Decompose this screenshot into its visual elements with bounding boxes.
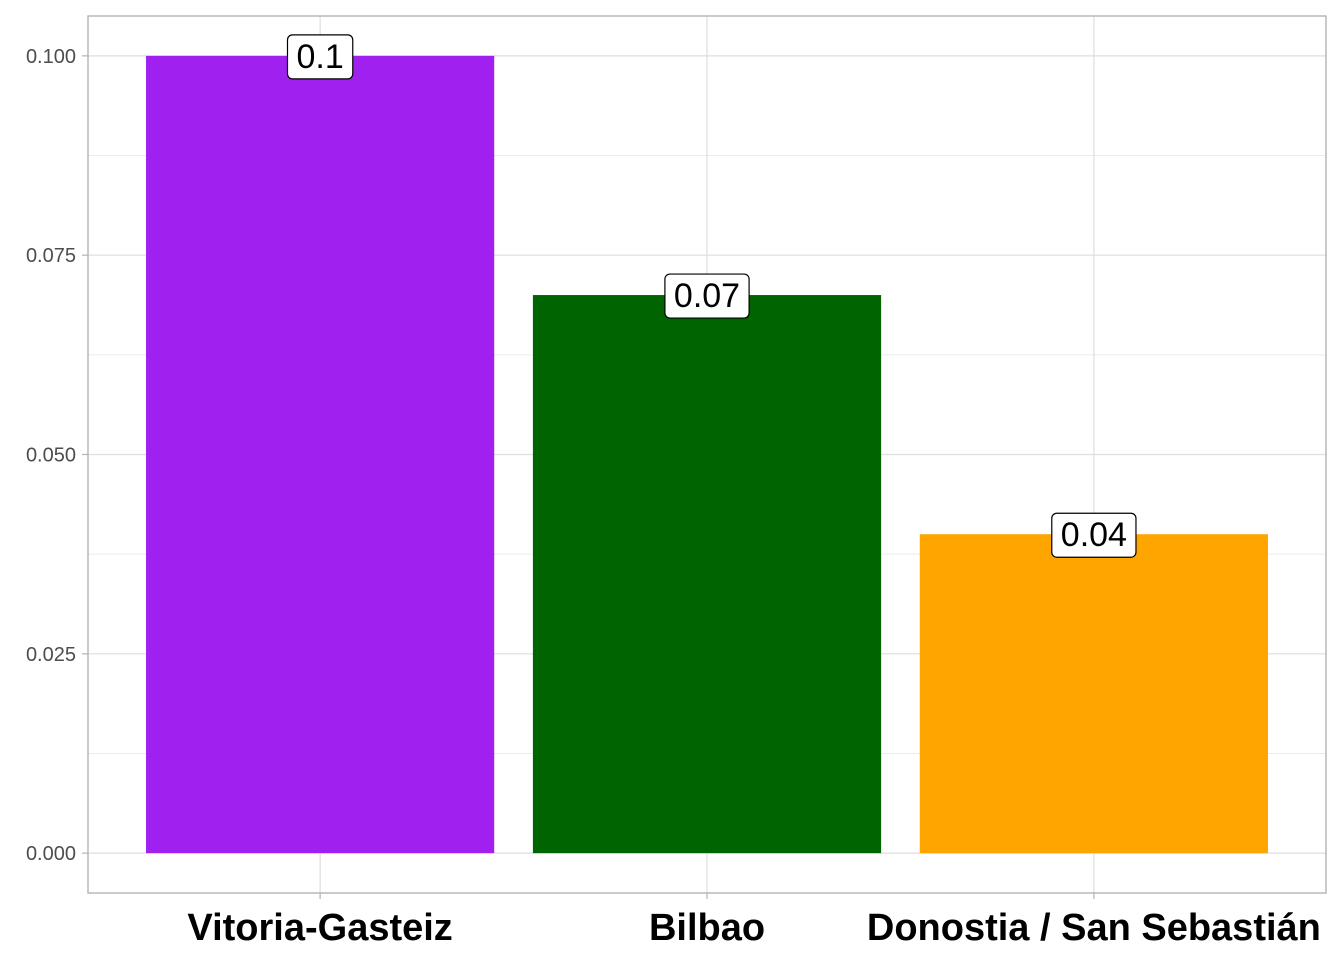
x-axis: Vitoria-Gasteiz Bilbao Donostia / San Seba…	[187, 893, 1321, 949]
data-label-box	[664, 273, 750, 319]
data-label-box	[286, 34, 354, 80]
y-tick-label: 0.100	[26, 46, 76, 68]
data-labels: 0.1 0.07 0.04	[286, 34, 1137, 558]
data-label: 0.04	[1051, 512, 1137, 558]
x-tick-label: Donostia / San Sebastián	[867, 907, 1321, 949]
bars	[146, 55, 1268, 854]
y-axis: 0.000 0.025 0.050 0.075 0.100	[26, 46, 88, 865]
data-label-box	[1051, 512, 1137, 558]
data-label: 0.07	[664, 273, 750, 319]
data-label-text: 0.04	[1061, 516, 1127, 554]
y-tick-label: 0.025	[26, 644, 76, 666]
y-tick-label: 0.050	[26, 445, 76, 467]
bar	[532, 295, 882, 854]
x-tick-label: Vitoria-Gasteiz	[187, 907, 452, 949]
bar	[146, 55, 495, 854]
data-label: 0.1	[286, 34, 354, 80]
data-label-text: 0.07	[674, 277, 740, 315]
x-tick-label: Bilbao	[649, 907, 765, 949]
y-tick-label: 0.000	[26, 843, 76, 865]
y-tick-label: 0.075	[26, 245, 76, 267]
data-label-text: 0.1	[296, 38, 343, 76]
bar	[919, 534, 1268, 854]
